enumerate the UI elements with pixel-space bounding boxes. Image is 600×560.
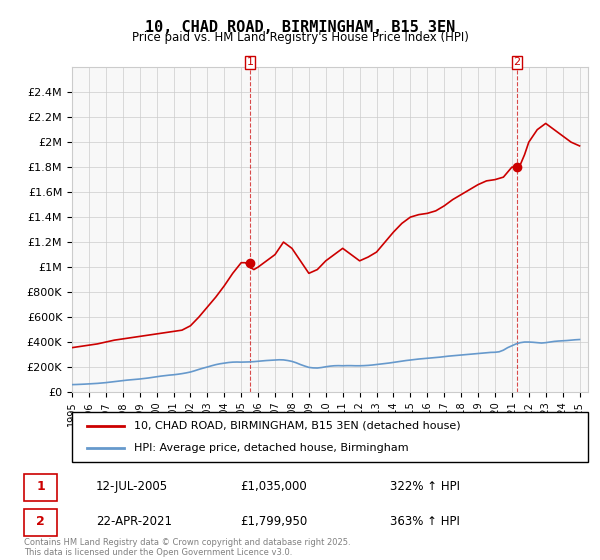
- Text: 10, CHAD ROAD, BIRMINGHAM, B15 3EN (detached house): 10, CHAD ROAD, BIRMINGHAM, B15 3EN (deta…: [134, 421, 461, 431]
- Text: 10, CHAD ROAD, BIRMINGHAM, B15 3EN: 10, CHAD ROAD, BIRMINGHAM, B15 3EN: [145, 20, 455, 35]
- FancyBboxPatch shape: [24, 510, 57, 536]
- Text: 2: 2: [514, 57, 521, 67]
- Text: 322% ↑ HPI: 322% ↑ HPI: [390, 480, 460, 493]
- Text: £1,035,000: £1,035,000: [240, 480, 307, 493]
- Text: 2: 2: [36, 515, 45, 529]
- Text: 1: 1: [247, 57, 254, 67]
- Text: 1: 1: [36, 480, 45, 493]
- Text: £1,799,950: £1,799,950: [240, 515, 307, 529]
- Text: 22-APR-2021: 22-APR-2021: [96, 515, 172, 529]
- FancyBboxPatch shape: [72, 412, 588, 462]
- Text: 12-JUL-2005: 12-JUL-2005: [96, 480, 168, 493]
- FancyBboxPatch shape: [24, 474, 57, 501]
- Text: 363% ↑ HPI: 363% ↑ HPI: [390, 515, 460, 529]
- Text: Contains HM Land Registry data © Crown copyright and database right 2025.
This d: Contains HM Land Registry data © Crown c…: [24, 538, 350, 557]
- Text: HPI: Average price, detached house, Birmingham: HPI: Average price, detached house, Birm…: [134, 443, 409, 453]
- Text: Price paid vs. HM Land Registry's House Price Index (HPI): Price paid vs. HM Land Registry's House …: [131, 31, 469, 44]
